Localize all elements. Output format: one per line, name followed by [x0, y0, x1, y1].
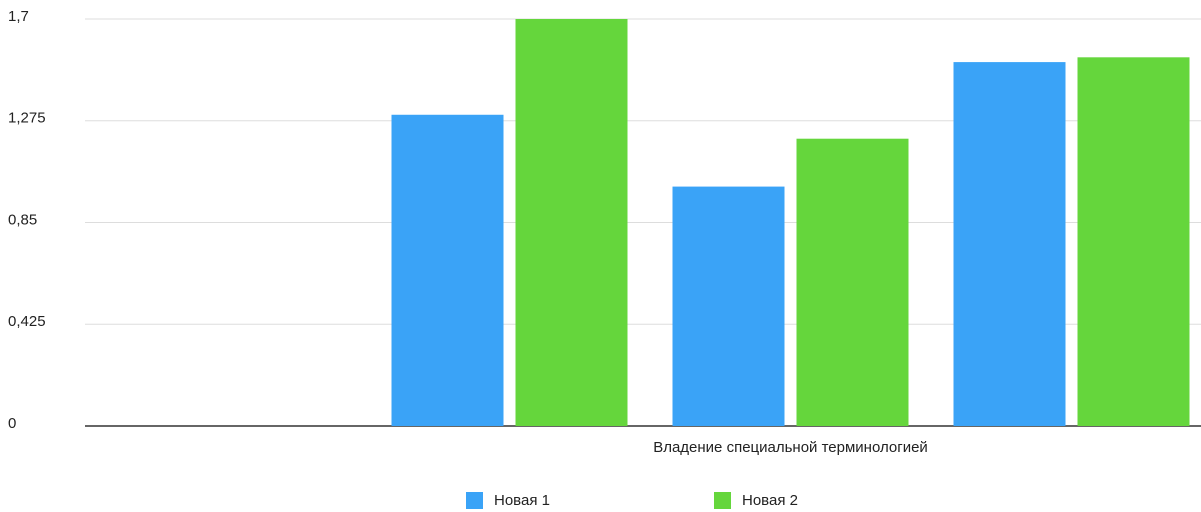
- y-tick-label: 1,7: [8, 8, 29, 25]
- y-tick-label: 0,85: [8, 211, 37, 228]
- legend-swatch: [714, 492, 731, 509]
- bar: [672, 186, 785, 426]
- x-tick-label: Владение специальной терминологией: [653, 439, 928, 456]
- bar: [1077, 57, 1190, 427]
- legend-swatch: [466, 492, 483, 509]
- bar: [796, 138, 909, 427]
- legend-label: Новая 1: [494, 492, 550, 509]
- y-tick-label: 1,275: [8, 110, 46, 127]
- bar: [391, 114, 504, 426]
- bar: [515, 19, 628, 426]
- legend-label: Новая 2: [742, 492, 798, 509]
- y-tick-label: 0: [8, 415, 16, 432]
- bar: [953, 62, 1066, 426]
- y-tick-label: 0,425: [8, 313, 46, 330]
